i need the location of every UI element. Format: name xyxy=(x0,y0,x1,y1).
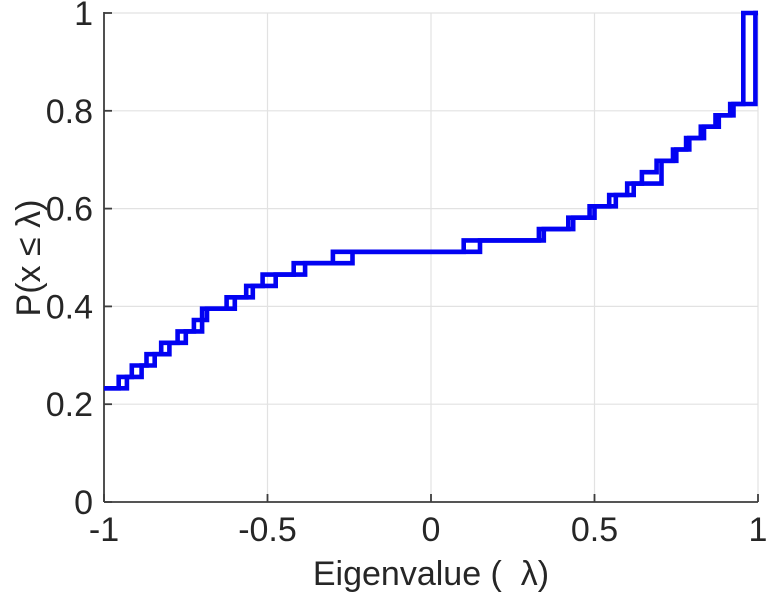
y-axis-label: P(x ≤ λ) xyxy=(10,200,48,317)
gridlines xyxy=(104,12,759,502)
x-tick-label: -1 xyxy=(89,511,119,549)
ecdf-curves xyxy=(104,10,758,391)
x-tick-label: -0.5 xyxy=(238,511,297,549)
x-tick-label: 0 xyxy=(422,511,441,549)
y-tick-label: 1 xyxy=(74,0,93,33)
y-tick-label: 0.6 xyxy=(46,191,93,229)
x-axis-label: Eigenvalue ( λ) xyxy=(313,555,549,593)
y-tick-label: 0.8 xyxy=(46,93,93,131)
y-tick-label: 0.2 xyxy=(46,386,93,424)
tick-labels: -1 -0.5 0 0.5 1 0 0.2 0.4 0.6 0.8 1 xyxy=(46,0,768,549)
y-tick-label: 0 xyxy=(74,484,93,522)
x-tick-label: 1 xyxy=(749,511,768,549)
y-tick-label: 0.4 xyxy=(46,288,93,326)
x-tick-label: 0.5 xyxy=(571,511,618,549)
tick-marks xyxy=(103,12,759,503)
ecdf-2-curve xyxy=(104,10,758,391)
